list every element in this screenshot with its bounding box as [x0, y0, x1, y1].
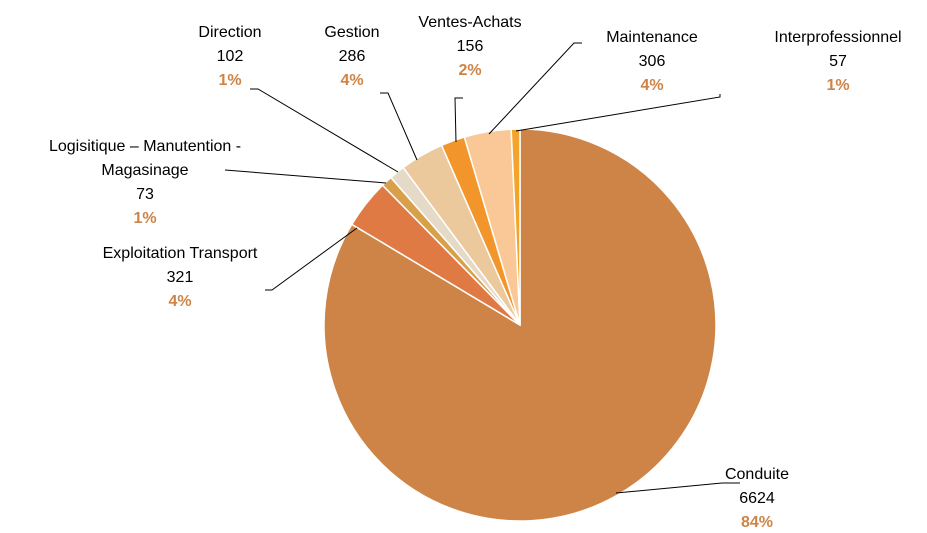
percent-label: 4% — [340, 72, 364, 89]
slice-label: Conduite 6624 84% — [697, 463, 817, 533]
slice-label: Direction 102 1% — [175, 21, 285, 93]
category-label: Logisitique – Manutention - Magasinage — [48, 138, 242, 179]
category-label: Direction — [198, 24, 262, 41]
percent-label: 4% — [168, 293, 192, 310]
percent-label: 2% — [458, 62, 482, 79]
slice-label: Maintenance 306 4% — [582, 26, 722, 98]
leader-line — [615, 482, 740, 494]
pie-slice — [510, 128, 521, 326]
percent-label: 1% — [218, 72, 242, 89]
leader-line — [224, 169, 387, 184]
category-label: Interprofessionnel — [774, 29, 902, 46]
value-label: 6624 — [739, 490, 775, 507]
value-label: 156 — [456, 38, 484, 55]
percent-label: 84% — [740, 514, 774, 531]
slice-label: Interprofessionnel 57 1% — [758, 26, 918, 98]
value-label: 102 — [216, 48, 244, 65]
slice-label: Logisitique – Manutention - Magasinage 73… — [10, 135, 280, 231]
percent-label: 4% — [640, 77, 664, 94]
slice-label: Exploitation Transport 321 4% — [65, 242, 295, 314]
leader-line — [250, 88, 399, 173]
leader-line — [265, 227, 358, 291]
percent-label: 1% — [133, 210, 157, 227]
value-label: 321 — [166, 269, 194, 286]
category-label: Conduite — [724, 466, 790, 483]
category-label: Exploitation Transport — [102, 245, 258, 262]
percent-label: 1% — [826, 77, 850, 94]
value-label: 306 — [638, 53, 666, 70]
leader-line — [515, 94, 721, 132]
slice-label: Ventes-Achats 156 2% — [400, 11, 540, 83]
category-label: Maintenance — [606, 29, 698, 46]
value-label: 286 — [338, 48, 366, 65]
leader-line — [380, 92, 418, 161]
leader-line — [454, 97, 463, 143]
slice-label: Gestion 286 4% — [307, 21, 397, 93]
leader-line — [488, 42, 582, 135]
category-label: Ventes-Achats — [418, 14, 522, 31]
category-label: Gestion — [324, 24, 380, 41]
value-label: 57 — [829, 53, 847, 70]
value-label: 73 — [136, 186, 154, 203]
